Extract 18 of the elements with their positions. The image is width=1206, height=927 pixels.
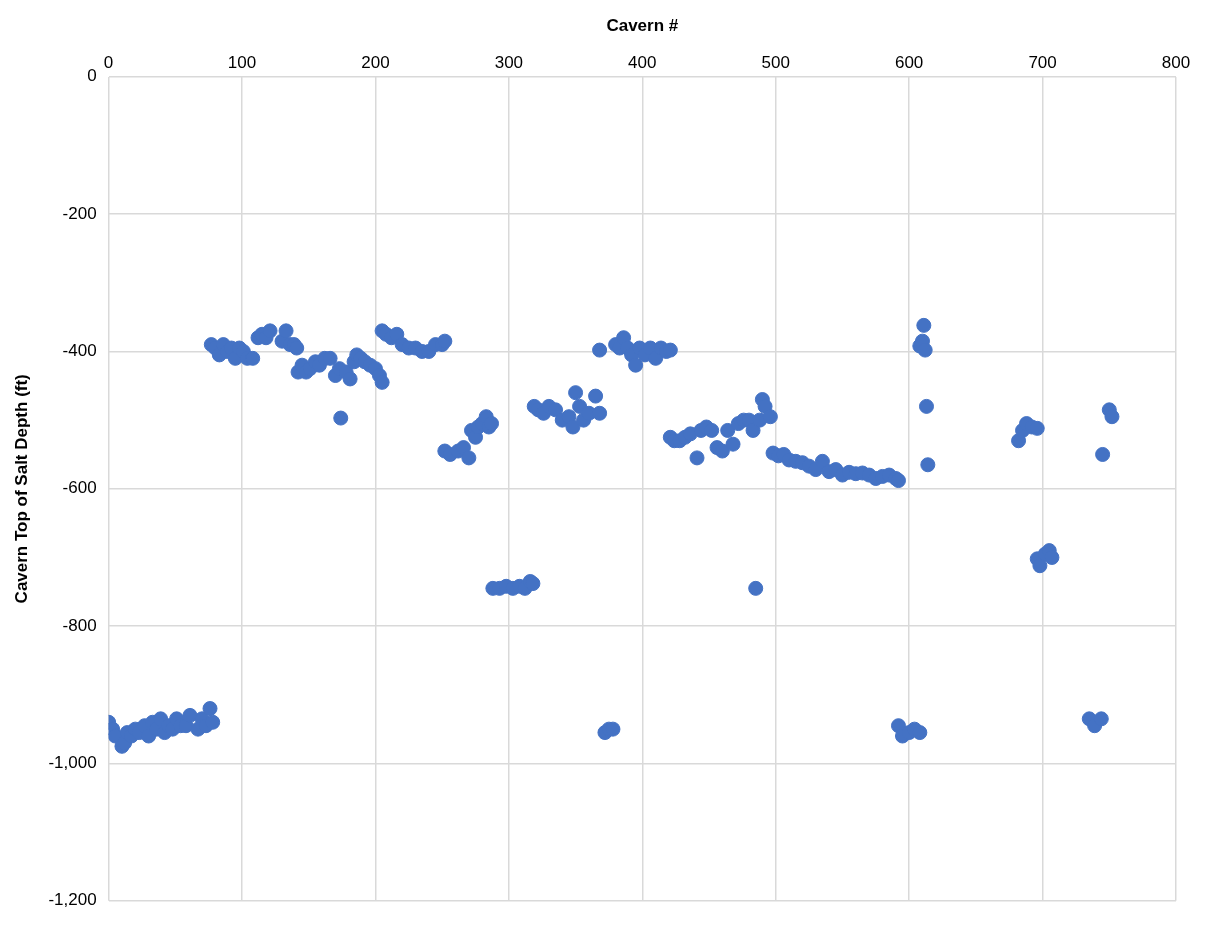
x-tick-label: 500	[761, 53, 790, 73]
x-tick-label: 200	[361, 53, 390, 73]
y-tick-label: -1,200	[48, 890, 97, 910]
y-tick-label: -800	[62, 615, 97, 635]
y-tick-label: 0	[87, 66, 97, 86]
y-tick-label: -400	[62, 341, 97, 361]
x-axis-title: Cavern #	[606, 15, 679, 35]
x-tick-label: 0	[103, 53, 114, 73]
x-tick-label: 700	[1028, 53, 1057, 73]
y-tick-label: -200	[62, 203, 97, 223]
x-tick-label: 800	[1161, 53, 1191, 73]
y-tick-label: -600	[62, 478, 97, 498]
y-axis-title: Cavern Top of Salt Depth (ft)	[11, 374, 31, 604]
x-tick-label: 600	[894, 53, 924, 73]
x-tick-label: 100	[227, 53, 257, 73]
y-tick-label: -1,000	[48, 753, 97, 773]
x-tick-label: 300	[494, 53, 524, 73]
x-tick-label: 400	[628, 53, 657, 73]
